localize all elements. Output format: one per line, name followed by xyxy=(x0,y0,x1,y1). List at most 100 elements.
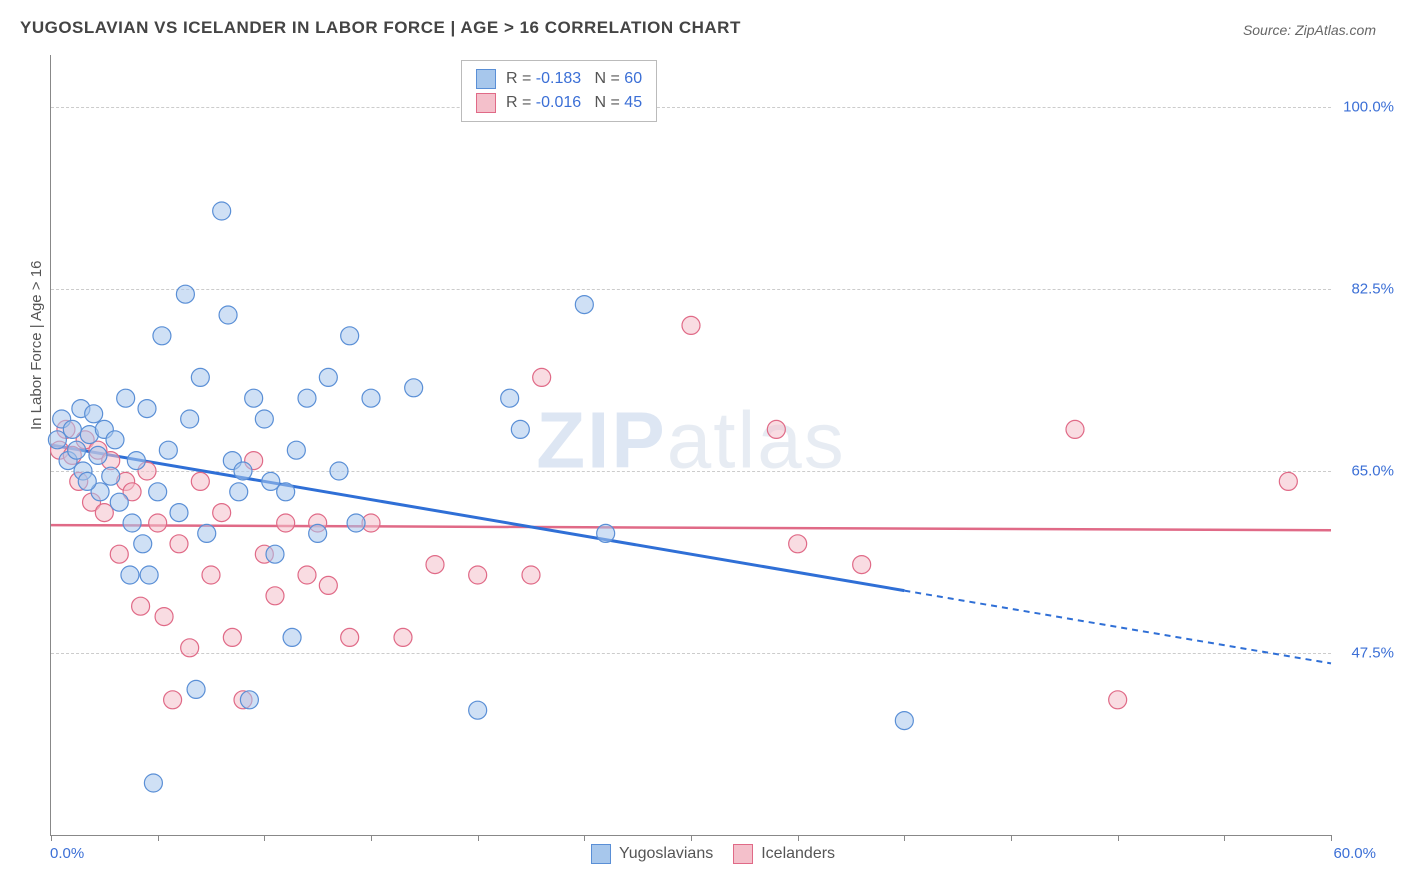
x-tick-mark xyxy=(1118,835,1119,841)
point-icelanders xyxy=(682,316,700,334)
x-tick-mark xyxy=(904,835,905,841)
point-yugoslavians xyxy=(170,504,188,522)
legend-label: Yugoslavians xyxy=(619,845,713,862)
point-icelanders xyxy=(277,514,295,532)
y-axis-label: In Labor Force | Age > 16 xyxy=(28,261,45,430)
scatter-points xyxy=(51,55,1331,835)
r-value: -0.183 xyxy=(536,70,581,87)
point-yugoslavians xyxy=(106,431,124,449)
n-value: 45 xyxy=(624,94,642,111)
point-icelanders xyxy=(426,556,444,574)
stat-row: R = -0.183 N = 60 xyxy=(476,67,642,91)
point-yugoslavians xyxy=(283,628,301,646)
point-yugoslavians xyxy=(110,493,128,511)
point-yugoslavians xyxy=(330,462,348,480)
n-label: N = xyxy=(581,94,624,111)
point-icelanders xyxy=(170,535,188,553)
point-yugoslavians xyxy=(191,368,209,386)
point-icelanders xyxy=(149,514,167,532)
point-yugoslavians xyxy=(187,680,205,698)
point-yugoslavians xyxy=(149,483,167,501)
point-yugoslavians xyxy=(85,405,103,423)
x-tick-mark xyxy=(1224,835,1225,841)
point-icelanders xyxy=(266,587,284,605)
point-yugoslavians xyxy=(341,327,359,345)
point-yugoslavians xyxy=(68,441,86,459)
y-tick-label: 47.5% xyxy=(1351,645,1394,662)
point-icelanders xyxy=(469,566,487,584)
point-icelanders xyxy=(319,576,337,594)
point-yugoslavians xyxy=(575,296,593,314)
n-value: 60 xyxy=(624,70,642,87)
point-icelanders xyxy=(522,566,540,584)
legend-swatch xyxy=(476,93,496,113)
point-yugoslavians xyxy=(240,691,258,709)
n-label: N = xyxy=(581,70,624,87)
point-yugoslavians xyxy=(102,467,120,485)
r-value: -0.016 xyxy=(536,94,581,111)
point-yugoslavians xyxy=(134,535,152,553)
point-yugoslavians xyxy=(405,379,423,397)
point-icelanders xyxy=(191,472,209,490)
point-icelanders xyxy=(202,566,220,584)
source-prefix: Source: xyxy=(1243,22,1295,38)
point-yugoslavians xyxy=(144,774,162,792)
point-yugoslavians xyxy=(219,306,237,324)
point-yugoslavians xyxy=(89,446,107,464)
x-tick-mark xyxy=(158,835,159,841)
x-tick-mark xyxy=(1331,835,1332,841)
point-yugoslavians xyxy=(347,514,365,532)
point-icelanders xyxy=(132,597,150,615)
source-name: ZipAtlas.com xyxy=(1295,22,1376,38)
r-label: R = xyxy=(506,94,536,111)
point-yugoslavians xyxy=(245,389,263,407)
point-yugoslavians xyxy=(121,566,139,584)
x-tick-mark xyxy=(798,835,799,841)
y-tick-label: 65.0% xyxy=(1351,463,1394,480)
point-yugoslavians xyxy=(895,712,913,730)
point-yugoslavians xyxy=(362,389,380,407)
y-tick-label: 100.0% xyxy=(1343,99,1394,116)
point-yugoslavians xyxy=(140,566,158,584)
plot-area: ZIPatlas R = -0.183 N = 60R = -0.016 N =… xyxy=(50,55,1331,836)
x-tick-mark xyxy=(1011,835,1012,841)
y-tick-label: 82.5% xyxy=(1351,281,1394,298)
point-yugoslavians xyxy=(123,514,141,532)
point-icelanders xyxy=(341,628,359,646)
r-label: R = xyxy=(506,70,536,87)
point-icelanders xyxy=(213,504,231,522)
point-yugoslavians xyxy=(309,524,327,542)
source-attribution: Source: ZipAtlas.com xyxy=(1243,22,1376,38)
point-yugoslavians xyxy=(181,410,199,428)
point-icelanders xyxy=(1279,472,1297,490)
point-yugoslavians xyxy=(469,701,487,719)
legend-swatch xyxy=(591,844,611,864)
point-icelanders xyxy=(533,368,551,386)
point-yugoslavians xyxy=(597,524,615,542)
point-yugoslavians xyxy=(153,327,171,345)
x-tick-mark xyxy=(51,835,52,841)
point-yugoslavians xyxy=(117,389,135,407)
point-icelanders xyxy=(767,420,785,438)
x-tick-mark xyxy=(264,835,265,841)
point-yugoslavians xyxy=(511,420,529,438)
point-yugoslavians xyxy=(138,400,156,418)
point-icelanders xyxy=(853,556,871,574)
point-icelanders xyxy=(181,639,199,657)
point-yugoslavians xyxy=(287,441,305,459)
point-yugoslavians xyxy=(298,389,316,407)
point-yugoslavians xyxy=(127,452,145,470)
x-tick-mark xyxy=(478,835,479,841)
chart-title: YUGOSLAVIAN VS ICELANDER IN LABOR FORCE … xyxy=(20,18,741,38)
point-yugoslavians xyxy=(198,524,216,542)
point-icelanders xyxy=(1066,420,1084,438)
point-icelanders xyxy=(164,691,182,709)
point-icelanders xyxy=(155,608,173,626)
point-yugoslavians xyxy=(266,545,284,563)
point-yugoslavians xyxy=(63,420,81,438)
point-icelanders xyxy=(1109,691,1127,709)
point-icelanders xyxy=(298,566,316,584)
point-yugoslavians xyxy=(501,389,519,407)
point-yugoslavians xyxy=(277,483,295,501)
x-tick-mark xyxy=(584,835,585,841)
